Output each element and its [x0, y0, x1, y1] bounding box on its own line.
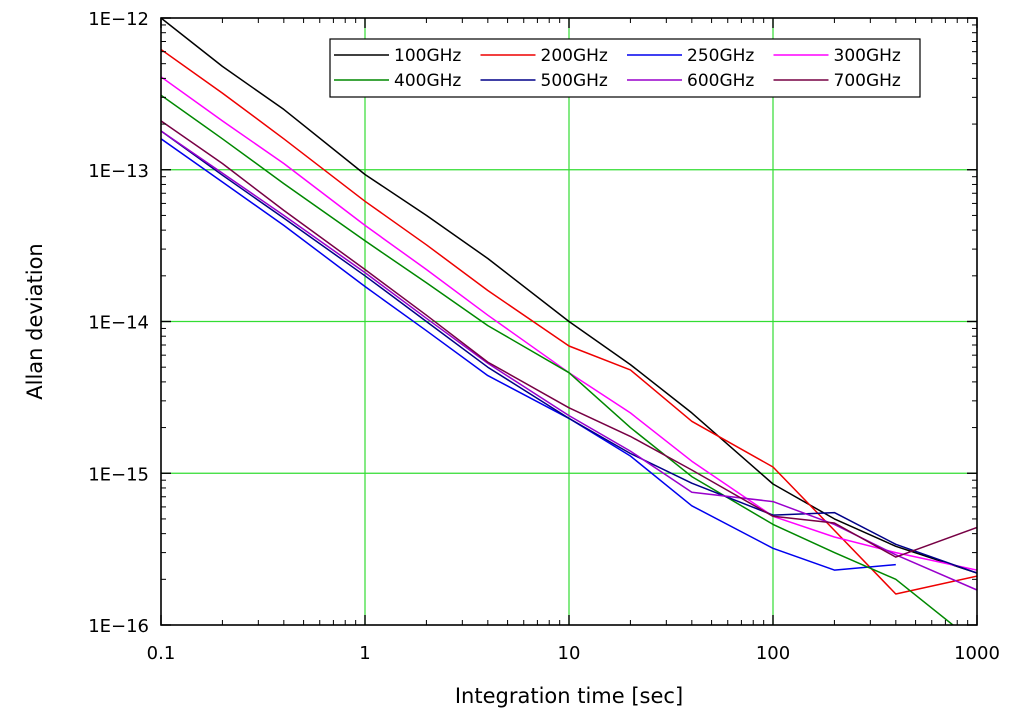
y-tick-label: 1E−16 — [88, 616, 149, 637]
x-tick-label: 1 — [359, 643, 370, 664]
legend: 100GHz 200GHz 250GHz 300GHz 400GHz 500GHz 600G… — [329, 38, 921, 98]
axis-ticks: 0.1 1 10 100 1000 1E−12 1E−13 1E−14 1E−15 1E−16 — [88, 9, 1000, 664]
y-tick-label: 1E−15 — [88, 464, 149, 485]
y-axis-title: Allan deviation — [23, 243, 47, 400]
legend-label: 200GHz — [541, 46, 608, 66]
series-line-400ghz — [161, 94, 955, 625]
legend-label: 700GHz — [834, 71, 901, 91]
legend-label: 100GHz — [394, 46, 461, 66]
x-tick-label: 10 — [558, 643, 581, 664]
legend-label: 600GHz — [687, 71, 754, 91]
x-tick-label: 1000 — [954, 643, 1000, 664]
x-tick-label: 0.1 — [147, 643, 176, 664]
y-tick-label: 1E−13 — [88, 161, 149, 182]
x-tick-label: 100 — [756, 643, 790, 664]
series-line-100ghz — [161, 18, 977, 574]
y-tick-label: 1E−14 — [88, 313, 149, 334]
y-tick-label: 1E−12 — [88, 9, 149, 30]
legend-box — [329, 38, 921, 98]
legend-label: 250GHz — [687, 46, 754, 66]
legend-label: 500GHz — [541, 71, 608, 91]
series-lines — [161, 18, 977, 625]
legend-label: 400GHz — [394, 71, 461, 91]
x-axis-title: Integration time [sec] — [455, 684, 683, 708]
series-line-500ghz — [161, 130, 977, 574]
series-line-700ghz — [161, 120, 977, 558]
legend-label: 300GHz — [834, 46, 901, 66]
series-line-200ghz — [161, 48, 977, 595]
series-line-600ghz — [161, 130, 977, 591]
series-line-250ghz — [161, 138, 896, 571]
